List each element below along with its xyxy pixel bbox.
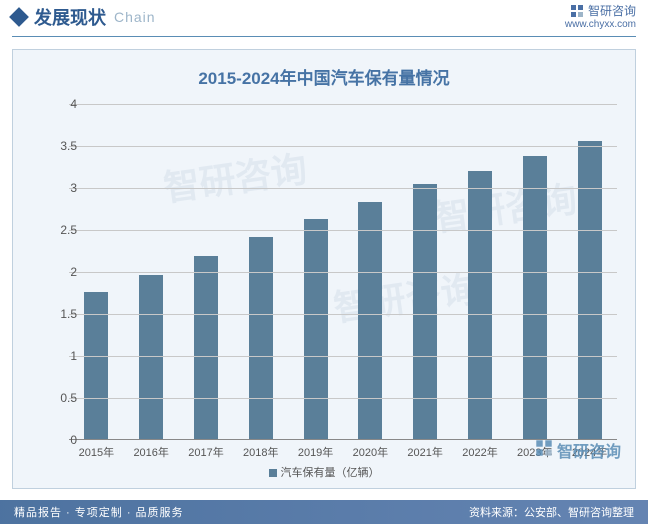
bar: [578, 141, 602, 439]
x-axis-label: 2019年: [289, 444, 343, 460]
bar: [194, 256, 218, 439]
grid-line: [69, 314, 617, 315]
chart-container: 2015-2024年中国汽车保有量情况 智研咨询 智研咨询 智研咨询 2015年…: [12, 49, 636, 489]
bar: [139, 275, 163, 439]
brand-name: 智研咨询: [588, 2, 636, 19]
x-axis-label: 2016年: [124, 444, 178, 460]
y-axis-label: 0: [41, 433, 77, 447]
footer-right: 资料来源：公安部、智研咨询整理: [469, 504, 634, 520]
y-axis-label: 2.5: [41, 223, 77, 237]
brand-block: 智研咨询 www.chyxx.com: [565, 2, 636, 30]
chart-legend: 汽车保有量（亿辆）: [13, 464, 635, 480]
chart-brand-text: 智研咨询: [557, 438, 621, 462]
brand-logo-icon: [570, 4, 584, 18]
y-axis-label: 0.5: [41, 391, 77, 405]
chart-brand-overlay: 智研咨询: [535, 438, 621, 462]
y-axis-label: 3.5: [41, 139, 77, 153]
x-axis-label: 2020年: [343, 444, 397, 460]
x-axis-label: 2015年: [69, 444, 123, 460]
x-axis-label: 2017年: [179, 444, 233, 460]
legend-swatch: [269, 469, 277, 477]
brand-url: www.chyxx.com: [565, 19, 636, 30]
x-axis-label: 2021年: [398, 444, 452, 460]
diamond-icon: [9, 7, 29, 27]
y-axis-label: 2: [41, 265, 77, 279]
bar: [304, 219, 328, 439]
footer-left: 精品报告 · 专项定制 · 品质服务: [14, 504, 184, 520]
header-title: 发展现状: [34, 4, 106, 30]
page-header: 发展现状 Chain 智研咨询 www.chyxx.com: [0, 0, 648, 34]
y-axis-label: 1.5: [41, 307, 77, 321]
bar: [249, 237, 273, 439]
brand-logo-icon: [535, 439, 553, 462]
y-axis-label: 4: [41, 97, 77, 111]
page-footer: 精品报告 · 专项定制 · 品质服务 资料来源：公安部、智研咨询整理: [0, 500, 648, 524]
grid-line: [69, 146, 617, 147]
grid-line: [69, 230, 617, 231]
grid-line: [69, 272, 617, 273]
plot-area: [69, 104, 617, 440]
y-axis-label: 1: [41, 349, 77, 363]
header-divider: [12, 36, 636, 37]
bar: [413, 184, 437, 439]
grid-line: [69, 188, 617, 189]
legend-label: 汽车保有量（亿辆）: [281, 467, 380, 479]
y-axis-label: 3: [41, 181, 77, 195]
bar: [358, 202, 382, 439]
grid-line: [69, 398, 617, 399]
bar: [523, 156, 547, 439]
grid-line: [69, 356, 617, 357]
grid-line: [69, 104, 617, 105]
chart-title: 2015-2024年中国汽车保有量情况: [13, 50, 635, 97]
header-subtitle: Chain: [114, 9, 156, 25]
x-axis-label: 2022年: [453, 444, 507, 460]
x-axis-label: 2018年: [234, 444, 288, 460]
